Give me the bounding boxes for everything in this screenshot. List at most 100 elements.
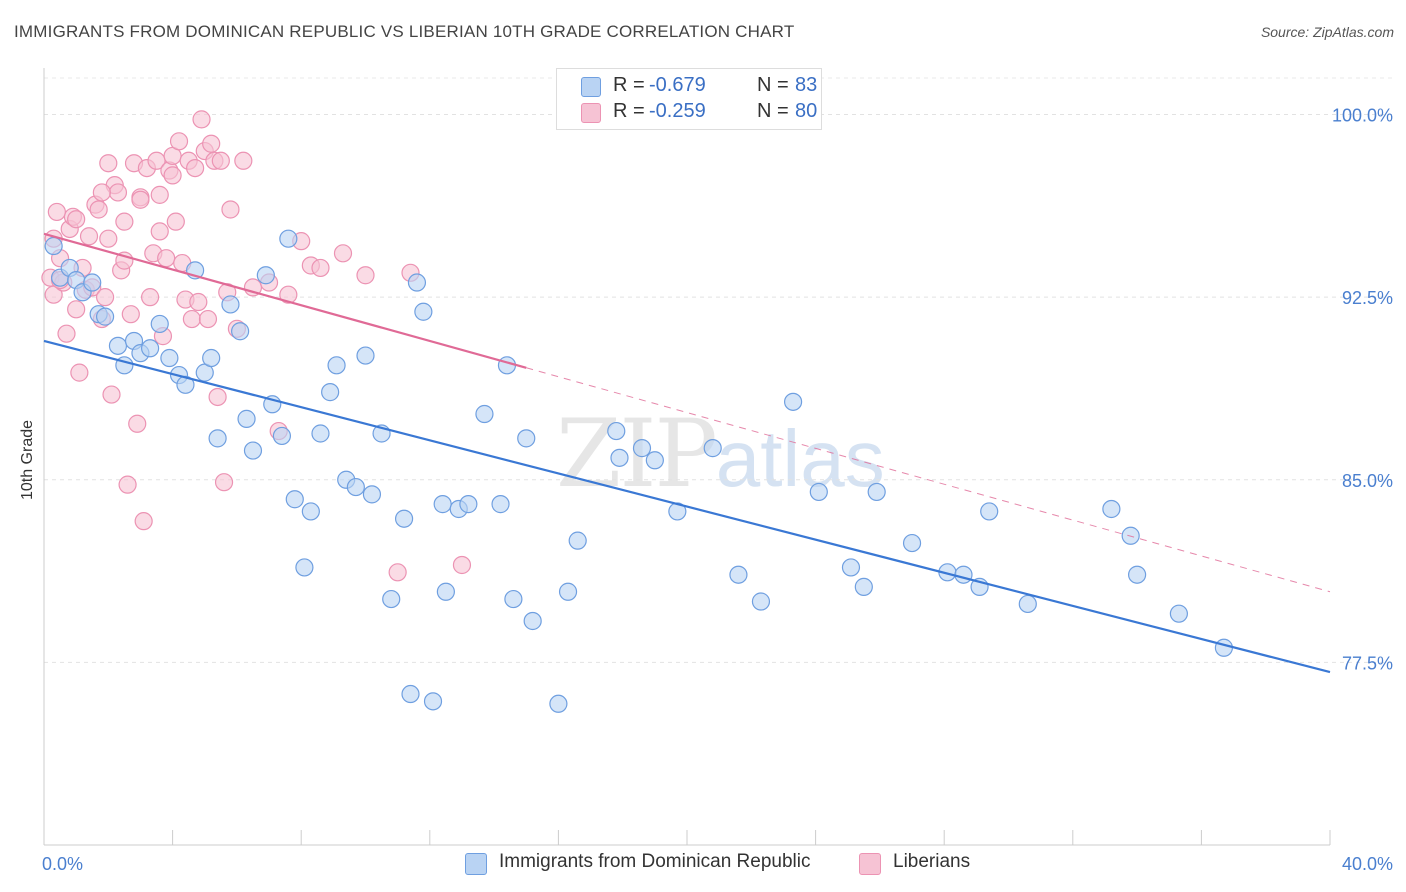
data-point xyxy=(221,295,240,314)
data-point xyxy=(980,502,999,521)
data-point xyxy=(607,421,626,441)
data-point xyxy=(568,531,587,550)
data-point xyxy=(333,244,353,263)
data-point xyxy=(783,392,803,411)
data-point xyxy=(327,356,346,375)
data-point xyxy=(237,409,256,428)
data-point xyxy=(311,258,330,278)
stats-n-label: N = xyxy=(757,74,789,96)
data-point xyxy=(423,692,443,711)
trend-line xyxy=(43,339,1331,674)
data-point xyxy=(182,309,201,329)
data-point xyxy=(99,154,118,173)
y-tick-label: 77.5% xyxy=(1342,653,1393,673)
data-point xyxy=(256,266,275,285)
data-point xyxy=(189,292,208,312)
data-point xyxy=(150,222,169,241)
data-point xyxy=(517,429,536,448)
data-point xyxy=(134,512,153,531)
data-point xyxy=(504,589,523,609)
data-point xyxy=(497,356,517,375)
data-point xyxy=(401,684,420,704)
series-dominican-points xyxy=(44,229,1234,713)
data-point xyxy=(221,200,240,219)
data-point xyxy=(382,589,401,609)
data-point xyxy=(321,383,340,402)
legend-label: Liberians xyxy=(893,851,971,872)
data-point xyxy=(95,307,115,326)
source-label: Source: ZipAtlas.com xyxy=(1260,24,1394,40)
data-point xyxy=(211,151,230,170)
data-point xyxy=(118,475,137,494)
x-tick-label: 0.0% xyxy=(42,854,83,874)
legend-label: Immigrants from Dominican Republic xyxy=(499,851,811,872)
data-point xyxy=(83,273,102,292)
data-point xyxy=(202,348,221,368)
data-point xyxy=(452,555,472,575)
data-point xyxy=(1169,604,1188,623)
data-point xyxy=(523,611,542,631)
data-point xyxy=(388,563,407,582)
stats-swatch-blue xyxy=(581,77,601,97)
data-point xyxy=(279,285,298,304)
stats-swatch-pink xyxy=(581,103,601,123)
data-point xyxy=(1018,594,1037,614)
data-point xyxy=(549,694,568,713)
data-point xyxy=(214,473,234,492)
data-point xyxy=(79,227,99,246)
data-point xyxy=(115,212,134,231)
data-point xyxy=(751,592,771,611)
data-point xyxy=(459,495,478,514)
data-point xyxy=(166,212,185,231)
data-point xyxy=(610,448,629,467)
data-point xyxy=(102,385,121,404)
data-point xyxy=(854,577,873,596)
data-point xyxy=(163,166,182,185)
data-point xyxy=(414,302,433,321)
data-point xyxy=(433,495,452,514)
data-point xyxy=(867,482,886,502)
data-point xyxy=(150,185,169,204)
stats-n-value: 80 xyxy=(795,100,818,122)
legend-swatch-pink xyxy=(859,853,881,875)
data-point xyxy=(169,132,189,151)
data-point xyxy=(121,305,140,324)
data-point xyxy=(108,183,128,202)
x-tick-label: 40.0% xyxy=(1342,854,1393,874)
data-point xyxy=(394,509,414,528)
stats-box: R = -0.679 N = 83 R = -0.259 N = 80 xyxy=(556,68,822,130)
data-point xyxy=(809,482,828,502)
data-point xyxy=(70,363,89,382)
legend-swatch-blue xyxy=(465,853,487,875)
data-point xyxy=(57,324,76,343)
data-point xyxy=(108,336,128,355)
data-point xyxy=(491,495,510,514)
axes xyxy=(43,68,1331,846)
stats-n-value: 83 xyxy=(795,74,818,96)
data-point xyxy=(150,314,169,334)
trend-line xyxy=(43,232,527,369)
data-point xyxy=(198,309,218,329)
data-point xyxy=(272,426,292,446)
data-point xyxy=(407,273,427,292)
y-tick-label: 100.0% xyxy=(1332,106,1393,126)
data-point xyxy=(356,346,375,365)
data-point xyxy=(192,110,211,129)
data-point xyxy=(295,558,314,577)
chart-title: IMMIGRANTS FROM DOMINICAN REPUBLIC VS LI… xyxy=(14,22,795,41)
data-point xyxy=(285,490,304,509)
data-point xyxy=(67,300,86,319)
data-point xyxy=(356,266,375,285)
stats-r-label: R = xyxy=(613,74,645,96)
data-point xyxy=(279,229,298,248)
data-point xyxy=(475,404,494,424)
data-point xyxy=(44,236,63,256)
data-point xyxy=(140,288,160,307)
data-point xyxy=(47,202,66,222)
data-point xyxy=(234,151,253,170)
tick-labels: 77.5% 85.0% 92.5% 100.0% 0.0% 40.0% xyxy=(42,106,1393,874)
data-point xyxy=(128,414,147,433)
data-point xyxy=(131,190,150,209)
trend-lines xyxy=(43,232,1331,674)
